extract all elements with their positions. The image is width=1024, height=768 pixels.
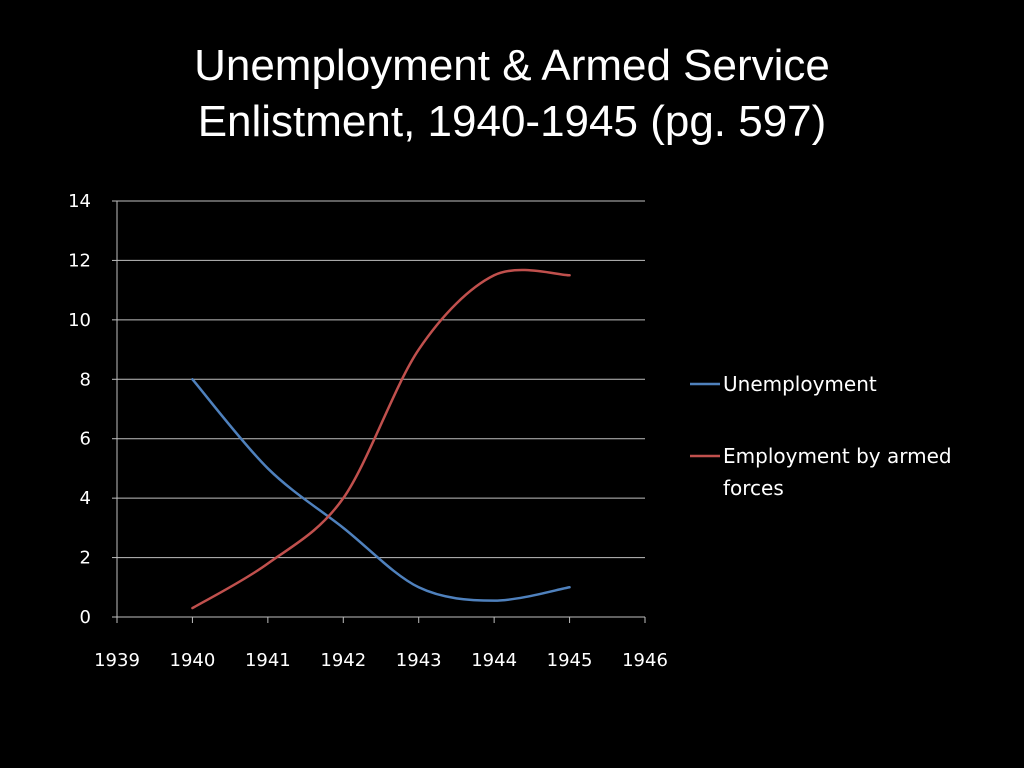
y-tick-label-6: 6 — [80, 429, 91, 450]
legend-label-employment-by-armed-forces-2: forces — [723, 476, 784, 500]
y-tick-label-2: 2 — [80, 548, 91, 569]
slide-title-line-2: Enlistment, 1940-1945 (pg. 597) — [197, 97, 827, 146]
series-line-employment-by-armed-forces — [191, 268, 571, 610]
slide-title: Unemployment & Armed Service Enlistment,… — [0, 38, 1024, 150]
x-tick-label-1943: 1943 — [396, 650, 442, 671]
gridlines — [117, 200, 645, 559]
y-tick-label-14: 14 — [68, 191, 91, 212]
x-tick-label-1945: 1945 — [547, 650, 593, 671]
series-lines — [191, 268, 571, 610]
x-tick-label-1942: 1942 — [320, 650, 366, 671]
x-tick-label-1940: 1940 — [170, 650, 216, 671]
y-tick-label-8: 8 — [80, 369, 91, 390]
legend-label-unemployment: Unemployment — [723, 372, 877, 396]
axes: 0 2 4 6 8 10 12 14 1939 1940 1941 1942 1943 1944 1945 1… — [68, 191, 668, 671]
slide-title-line-1: Unemployment & Armed Service — [194, 41, 830, 90]
y-tick-label-10: 10 — [68, 310, 91, 331]
y-tick-label-0: 0 — [80, 607, 91, 628]
y-tick-label-4: 4 — [80, 488, 91, 509]
y-tick-label-12: 12 — [68, 250, 91, 271]
legend-label-employment-by-armed-forces-1: Employment by armed — [723, 444, 952, 468]
series-line-unemployment — [191, 378, 571, 602]
x-tick-label-1939: 1939 — [94, 650, 140, 671]
legend: Unemployment Employment by armed forces — [690, 372, 952, 500]
x-tick-label-1946: 1946 — [622, 650, 668, 671]
x-tick-label-1941: 1941 — [245, 650, 291, 671]
x-tick-label-1944: 1944 — [471, 650, 517, 671]
